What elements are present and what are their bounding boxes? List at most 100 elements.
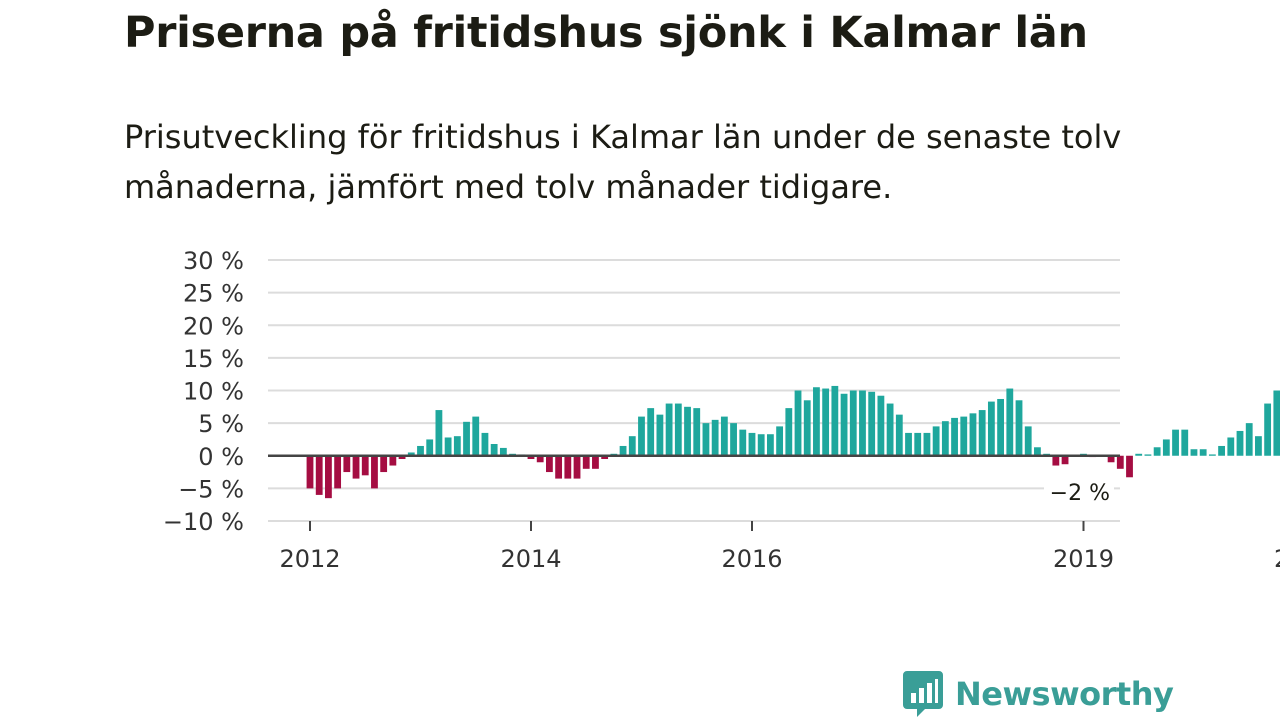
bar [398,455,406,460]
bar [803,400,811,456]
bar [877,395,885,456]
bar [987,401,995,456]
bar [499,447,507,456]
annotation: −2 % [1044,477,1114,508]
bar [674,403,682,456]
bar [1034,447,1041,456]
bar [720,416,728,456]
bar [960,416,968,456]
y-tick-label: 10 % [183,378,244,406]
bar [951,417,958,456]
bar [1015,400,1023,456]
bar [638,416,645,456]
bar [1172,429,1179,456]
bar [463,421,470,456]
bar [1255,436,1262,456]
latest-value-label: −2 % [1050,481,1110,506]
bar [380,455,388,473]
bar [325,455,332,499]
bar [1061,455,1069,465]
newsworthy-logo-icon [903,671,943,717]
bar [840,393,848,456]
bar [1264,403,1272,456]
bar [628,436,636,456]
bar [1199,449,1207,456]
bar [1135,453,1143,456]
bar [859,390,866,456]
brand-name: Newsworthy [955,675,1174,713]
bar [895,414,903,456]
bar [435,410,443,456]
bar [453,436,461,456]
x-tick-label: 2021 [1274,545,1280,573]
bar [490,444,498,456]
bar [472,416,480,456]
bar [481,432,489,456]
annotation-background [1044,477,1114,508]
bar [1144,454,1152,456]
bar [417,445,424,456]
bar [1024,426,1032,456]
bar [776,426,784,456]
bar [407,452,415,456]
bar [1236,430,1244,456]
bar [941,421,949,456]
bar [389,455,397,466]
bar [794,390,802,456]
bar [1190,449,1198,456]
bar [978,410,986,456]
bar [739,429,747,456]
bar [997,398,1004,456]
bar [1052,455,1060,466]
bar [711,419,719,456]
bar [923,432,931,456]
bar [527,455,535,460]
chart-subtitle: Prisutveckling för fritidshus i Kalmar l… [124,118,1122,206]
grid-lines [268,259,1120,522]
y-tick-label: −10 % [163,508,244,536]
bar [886,403,894,456]
bar [914,432,922,456]
bar [361,455,369,476]
bar [573,455,581,479]
bar [1181,429,1189,456]
bar [1208,454,1216,456]
bar [766,434,774,456]
bar [693,408,701,456]
bar [969,413,977,456]
bar [1107,455,1115,463]
bar [582,455,590,469]
bar [1218,445,1225,456]
y-tick-label: 5 % [198,410,244,438]
bar [684,406,691,456]
bar [813,387,820,456]
bar [601,455,609,460]
bar [306,455,314,489]
bar [334,455,342,489]
chart-title: Priserna på fritidshus sjönk i Kalmar lä… [124,8,1088,58]
bar [656,414,664,456]
bar [1126,455,1133,478]
bar [647,408,655,456]
x-tick-label: 2019 [1053,545,1114,573]
y-tick-label: 30 % [183,247,244,275]
bar [1227,437,1235,456]
y-axis-labels: 30 % 25 % 20 % 15 % 10 % 5 % 0 % −5 % −10 % [163,247,244,536]
x-axis: 2012201420162019202120232025 [279,521,1280,573]
bar [831,385,839,456]
bar [444,437,452,456]
bar [536,455,544,463]
x-tick-label: 2014 [500,545,561,573]
bar [932,426,940,456]
bar [1006,388,1014,456]
bar [730,423,737,456]
y-tick-label: 15 % [183,345,244,373]
bar [555,455,563,479]
bar [757,434,765,456]
y-tick-label: 0 % [198,443,244,471]
bars [306,385,1280,499]
x-tick-label: 2016 [721,545,782,573]
bar [371,455,378,489]
y-tick-label: 20 % [183,312,244,340]
